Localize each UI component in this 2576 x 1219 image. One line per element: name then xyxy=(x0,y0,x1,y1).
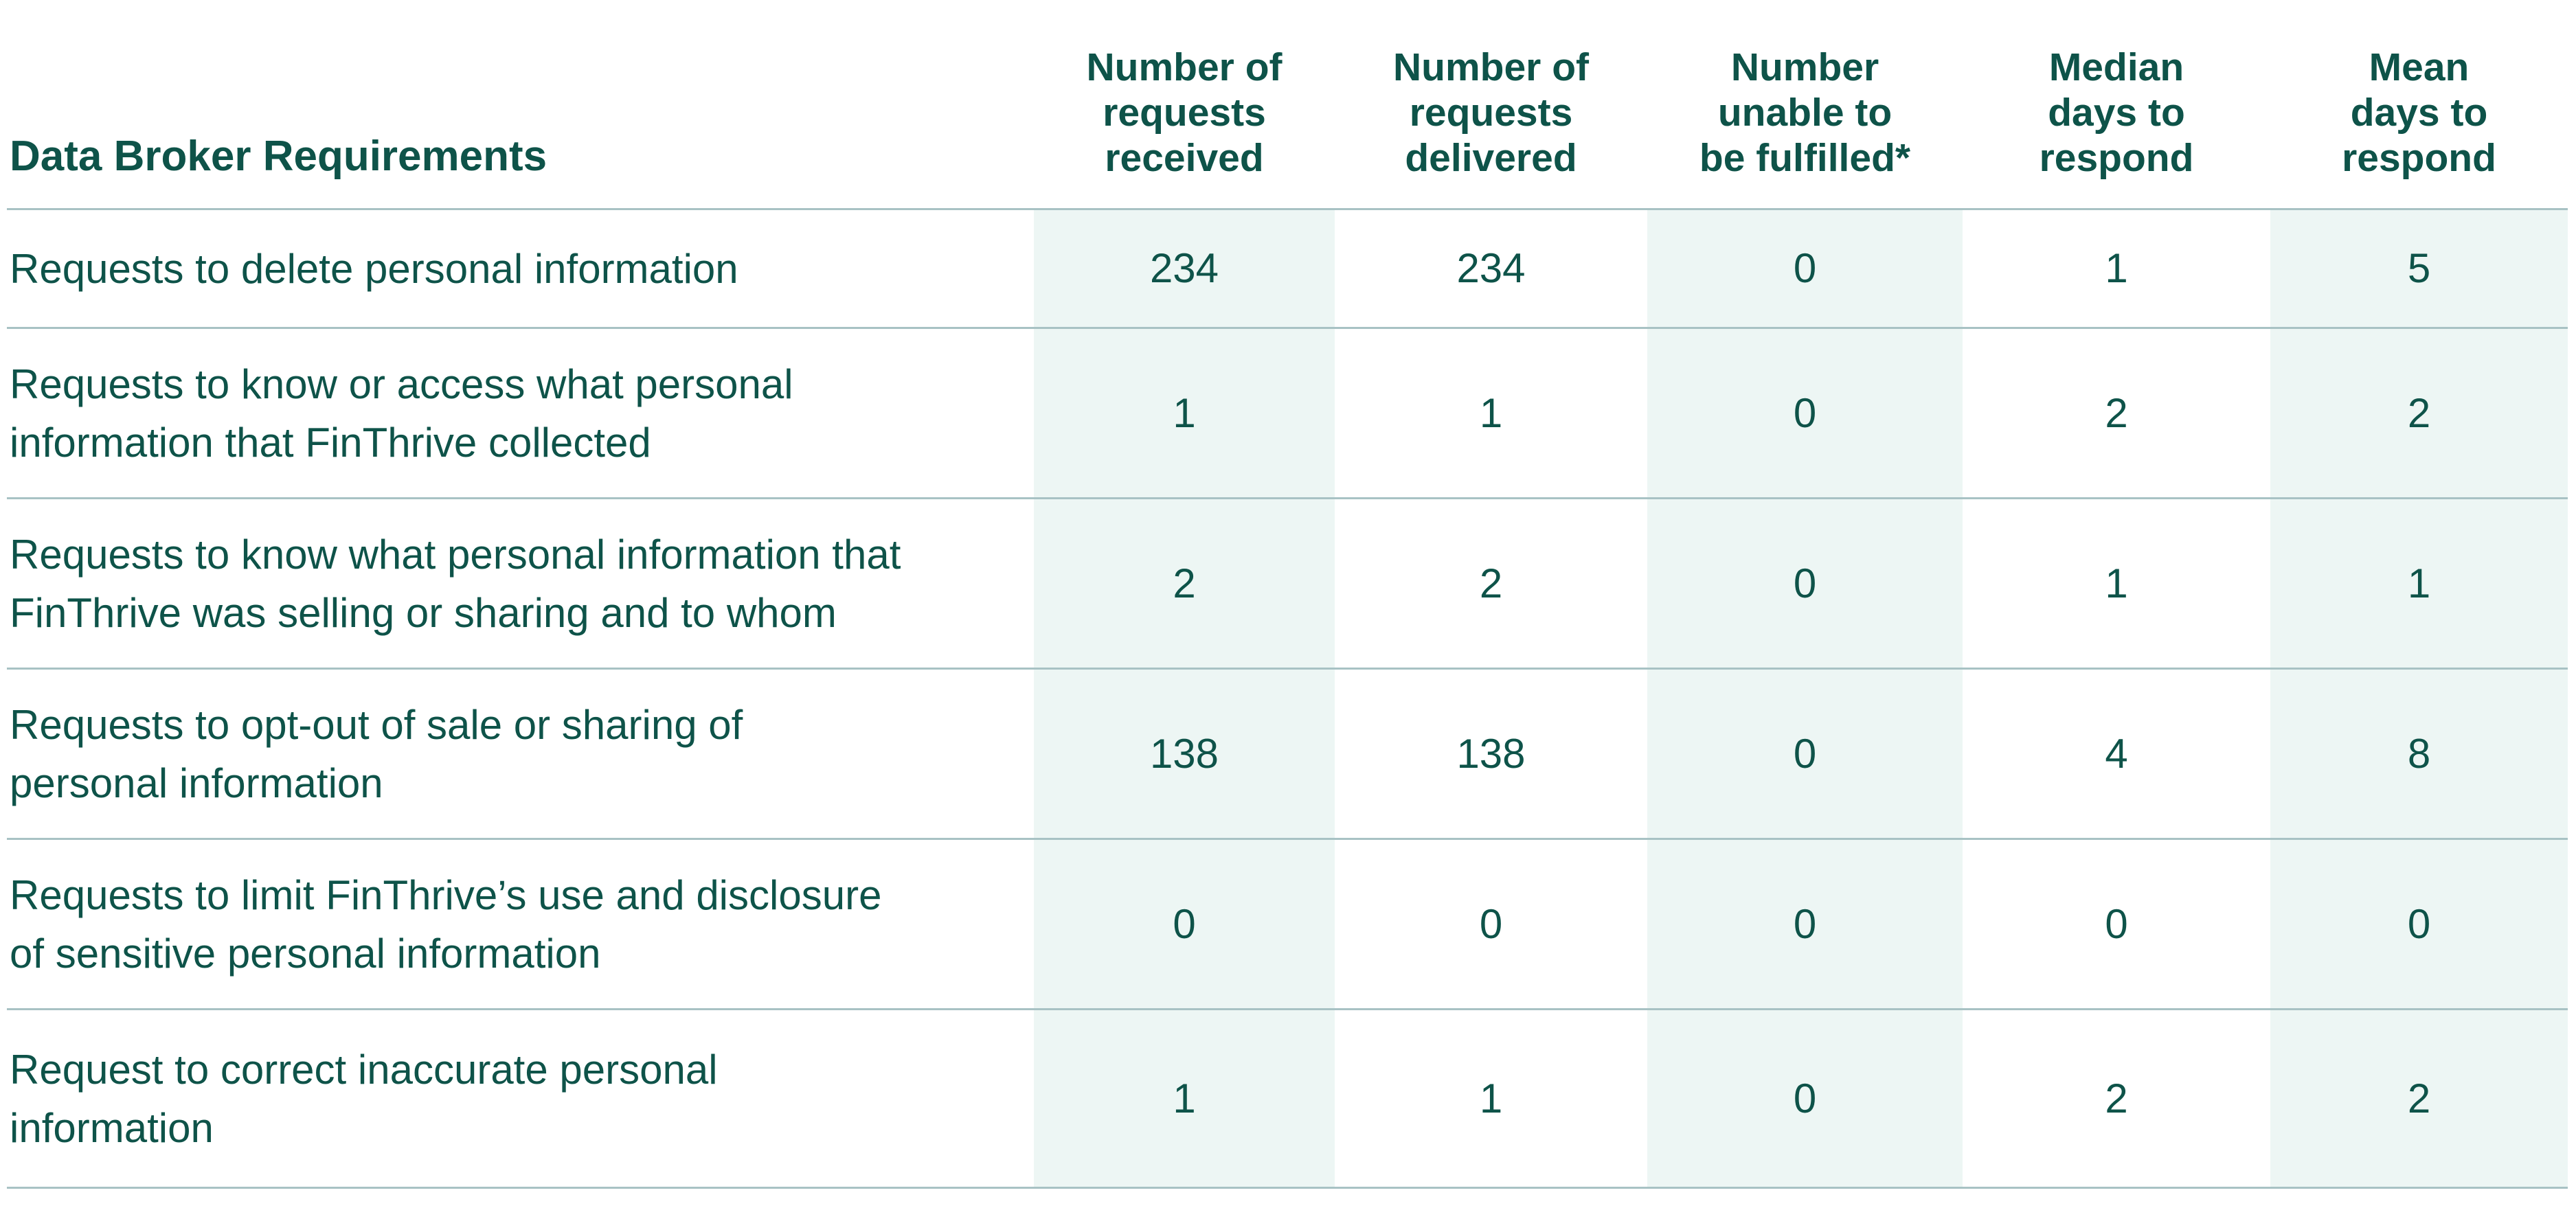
cell-value: 2 xyxy=(2407,389,2431,436)
row-label: Requests to know or access what personal… xyxy=(10,361,793,466)
data-broker-requirements-table: Data Broker Requirements Number of reque… xyxy=(7,0,2568,1189)
cell-value: 4 xyxy=(2105,730,2128,777)
row-label: Request to correct inaccurate personal i… xyxy=(10,1046,718,1151)
cell-median-days: 2 xyxy=(1963,329,2270,497)
cell-value: 1 xyxy=(2407,560,2431,606)
column-header-unable-fulfilled: Number unable to be fulfilled* xyxy=(1699,45,1911,180)
cell-requests-received: 234 xyxy=(1034,210,1335,327)
cell-requests-received: 138 xyxy=(1034,670,1335,838)
table-row: Requests to limit FinThrive’s use and di… xyxy=(7,840,2568,1010)
cell-value: 234 xyxy=(1149,245,1219,291)
cell-unable-fulfilled: 0 xyxy=(1647,210,1963,327)
cell-median-days: 2 xyxy=(1963,1010,2270,1187)
cell-unable-fulfilled: 0 xyxy=(1647,670,1963,838)
cell-value: 0 xyxy=(1793,389,1817,436)
row-label: Requests to delete personal information xyxy=(10,245,738,292)
row-label: Requests to know what personal informati… xyxy=(10,531,901,636)
cell-requests-received: 1 xyxy=(1034,1010,1335,1187)
cell-value: 138 xyxy=(1456,730,1526,777)
table-header-row: Data Broker Requirements Number of reque… xyxy=(7,0,2568,210)
row-label-cell: Requests to know what personal informati… xyxy=(7,499,1034,668)
cell-value: 8 xyxy=(2407,730,2431,777)
table-row: Requests to opt-out of sale or sharing o… xyxy=(7,670,2568,840)
cell-value: 0 xyxy=(1793,560,1817,606)
row-label: Requests to opt-out of sale or sharing o… xyxy=(10,701,743,806)
cell-value: 2 xyxy=(2105,1075,2128,1121)
cell-unable-fulfilled: 0 xyxy=(1647,329,1963,497)
row-label-cell: Request to correct inaccurate personal i… xyxy=(7,1010,1034,1187)
cell-median-days: 1 xyxy=(1963,499,2270,668)
cell-mean-days: 1 xyxy=(2270,499,2568,668)
cell-value: 0 xyxy=(1793,245,1817,291)
cell-value: 0 xyxy=(1479,900,1503,947)
cell-requests-received: 2 xyxy=(1034,499,1335,668)
cell-requests-received: 1 xyxy=(1034,329,1335,497)
table-row: Requests to delete personal information … xyxy=(7,210,2568,329)
cell-value: 0 xyxy=(1793,1075,1817,1121)
cell-value: 0 xyxy=(1793,730,1817,777)
cell-value: 2 xyxy=(2105,389,2128,436)
cell-requests-delivered: 1 xyxy=(1335,1010,1647,1187)
cell-mean-days: 2 xyxy=(2270,1010,2568,1187)
table-title: Data Broker Requirements xyxy=(10,133,547,180)
cell-requests-received: 0 xyxy=(1034,840,1335,1008)
cell-unable-fulfilled: 0 xyxy=(1647,499,1963,668)
cell-value: 234 xyxy=(1456,245,1526,291)
row-label-cell: Requests to delete personal information xyxy=(7,210,1034,327)
column-header-requests-delivered: Number of requests delivered xyxy=(1393,45,1589,180)
cell-value: 1 xyxy=(2105,245,2128,291)
cell-value: 2 xyxy=(2407,1075,2431,1121)
cell-requests-delivered: 2 xyxy=(1335,499,1647,668)
row-label-cell: Requests to know or access what personal… xyxy=(7,329,1034,497)
cell-value: 2 xyxy=(1173,560,1196,606)
cell-requests-delivered: 1 xyxy=(1335,329,1647,497)
cell-mean-days: 8 xyxy=(2270,670,2568,838)
cell-value: 1 xyxy=(1479,389,1503,436)
row-label-cell: Requests to limit FinThrive’s use and di… xyxy=(7,840,1034,1008)
header-cell-requests-received: Number of requests received xyxy=(1034,0,1335,208)
column-header-mean-days: Mean days to respond xyxy=(2342,45,2496,180)
cell-value: 1 xyxy=(1173,389,1196,436)
cell-median-days: 1 xyxy=(1963,210,2270,327)
cell-requests-delivered: 234 xyxy=(1335,210,1647,327)
cell-mean-days: 2 xyxy=(2270,329,2568,497)
table-body: Requests to delete personal information … xyxy=(7,210,2568,1189)
cell-value: 2 xyxy=(1479,560,1503,606)
table-row: Requests to know what personal informati… xyxy=(7,499,2568,670)
cell-value: 0 xyxy=(1793,900,1817,947)
cell-value: 138 xyxy=(1149,730,1219,777)
header-cell-mean-days: Mean days to respond xyxy=(2270,0,2568,208)
cell-median-days: 4 xyxy=(1963,670,2270,838)
cell-value: 1 xyxy=(2105,560,2128,606)
header-cell-requirements: Data Broker Requirements xyxy=(7,0,1034,208)
header-cell-requests-delivered: Number of requests delivered xyxy=(1335,0,1647,208)
cell-unable-fulfilled: 0 xyxy=(1647,840,1963,1008)
cell-value: 5 xyxy=(2407,245,2431,291)
cell-value: 0 xyxy=(2105,900,2128,947)
cell-requests-delivered: 0 xyxy=(1335,840,1647,1008)
row-label: Requests to limit FinThrive’s use and di… xyxy=(10,871,882,977)
row-label-cell: Requests to opt-out of sale or sharing o… xyxy=(7,670,1034,838)
cell-unable-fulfilled: 0 xyxy=(1647,1010,1963,1187)
cell-value: 0 xyxy=(1173,900,1196,947)
header-cell-unable-fulfilled: Number unable to be fulfilled* xyxy=(1647,0,1963,208)
cell-mean-days: 0 xyxy=(2270,840,2568,1008)
cell-median-days: 0 xyxy=(1963,840,2270,1008)
cell-value: 0 xyxy=(2407,900,2431,947)
table-row: Request to correct inaccurate personal i… xyxy=(7,1010,2568,1189)
header-cell-median-days: Median days to respond xyxy=(1963,0,2270,208)
cell-mean-days: 5 xyxy=(2270,210,2568,327)
column-header-median-days: Median days to respond xyxy=(2039,45,2194,180)
cell-requests-delivered: 138 xyxy=(1335,670,1647,838)
cell-value: 1 xyxy=(1479,1075,1503,1121)
table-row: Requests to know or access what personal… xyxy=(7,329,2568,499)
column-header-requests-received: Number of requests received xyxy=(1086,45,1283,180)
cell-value: 1 xyxy=(1173,1075,1196,1121)
